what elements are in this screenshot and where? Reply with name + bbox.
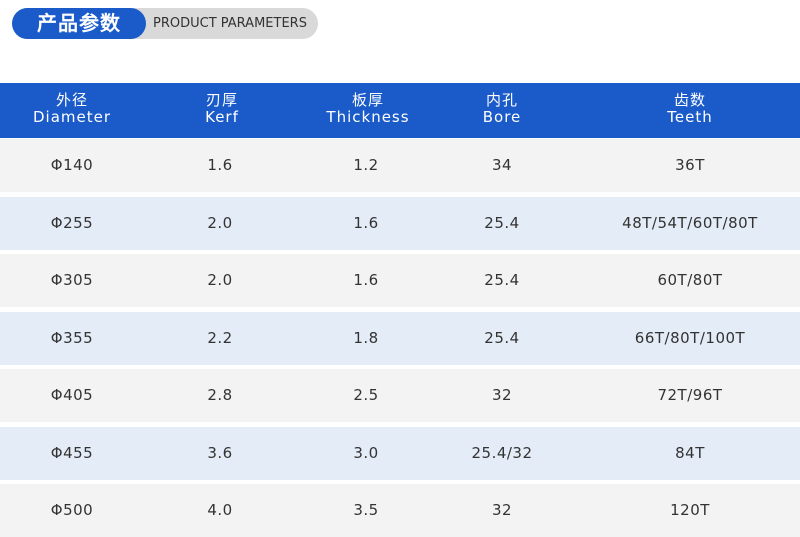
table-cell: 25.4 <box>484 328 520 347</box>
table-cell: 1.8 <box>353 328 379 347</box>
table-cell: 3.5 <box>353 501 379 519</box>
table-cell: 2.0 <box>207 271 233 289</box>
table-cell: 36T <box>675 156 705 174</box>
subtitle: PRODUCT PARAMETERS <box>153 16 307 31</box>
table-cell: 1.6 <box>353 213 379 232</box>
table-cell: 34 <box>491 156 513 174</box>
title: 产品参数 <box>12 8 146 39</box>
table-cell: 1.6 <box>353 271 379 289</box>
column-header: 板厚 Thickness <box>326 92 409 126</box>
table-cell: 2.0 <box>207 213 233 232</box>
header-en: Bore <box>482 108 522 126</box>
header-zh: 刃厚 <box>205 91 239 109</box>
header-zh: 齿数 <box>673 91 706 109</box>
table-cell: 48T/54T/60T/80T <box>622 213 758 232</box>
header-en: Thickness <box>326 108 410 126</box>
table-row: Φ355 2.2 1.8 25.4 66T/80T/100T <box>0 311 800 365</box>
table-row: Φ405 2.8 2.5 32 72T/96T <box>0 369 800 422</box>
header-zh: 外径 <box>55 91 88 109</box>
table-cell: 25.4 <box>484 213 520 232</box>
table-row: Φ305 2.0 1.6 25.4 60T/80T <box>0 254 800 307</box>
table-row: Φ140 1.6 1.2 34 36T <box>0 139 800 192</box>
table-cell: Φ500 <box>50 501 94 519</box>
table-cell: 32 <box>491 386 513 404</box>
table-cell: 3.0 <box>353 443 379 462</box>
table-header: 外径 Diameter 刃厚 Kerf 板厚 Thickness 内孔 Bore 齿数 Teeth <box>0 83 800 138</box>
table-cell: 2.5 <box>353 386 379 404</box>
header-zh: 板厚 <box>351 91 385 109</box>
column-header: 刃厚 Kerf <box>205 92 239 126</box>
table-cell: Φ405 <box>50 386 94 404</box>
table-cell: 66T/80T/100T <box>634 328 746 347</box>
column-header: 内孔 Bore <box>483 92 522 126</box>
table-cell: 4.0 <box>207 501 233 519</box>
table-cell: Φ355 <box>50 328 94 347</box>
table-cell: 3.6 <box>207 443 233 462</box>
table-cell: Φ305 <box>50 271 94 289</box>
table-cell: 25.4/32 <box>471 443 533 462</box>
table-cell: Φ455 <box>50 443 94 462</box>
table-cell: 1.6 <box>207 156 233 174</box>
table-cell: 1.2 <box>353 156 379 174</box>
table-cell: 25.4 <box>484 271 520 289</box>
table-cell: 32 <box>491 501 513 519</box>
table-cell: 2.8 <box>207 386 233 404</box>
table-cell: 72T/96T <box>657 386 723 404</box>
table-cell: Φ255 <box>50 213 94 232</box>
column-header: 外径 Diameter <box>33 92 111 126</box>
table-cell: 2.2 <box>207 328 233 347</box>
table-row: Φ500 4.0 3.5 32 120T <box>0 484 800 537</box>
header-zh: 内孔 <box>485 91 519 109</box>
table-cell: Φ140 <box>50 156 94 174</box>
table-row: Φ255 2.0 1.6 25.4 48T/54T/60T/80T <box>0 196 800 250</box>
table-row: Φ455 3.6 3.0 25.4/32 84T <box>0 426 800 480</box>
table-cell: 60T/80T <box>657 271 723 289</box>
table-cell: 84T <box>675 443 705 462</box>
table-cell: 120T <box>670 501 710 519</box>
header-en: Diameter <box>32 108 112 126</box>
header-en: Teeth <box>667 108 713 126</box>
header-en: Kerf <box>205 108 239 126</box>
column-header: 齿数 Teeth <box>667 92 712 126</box>
